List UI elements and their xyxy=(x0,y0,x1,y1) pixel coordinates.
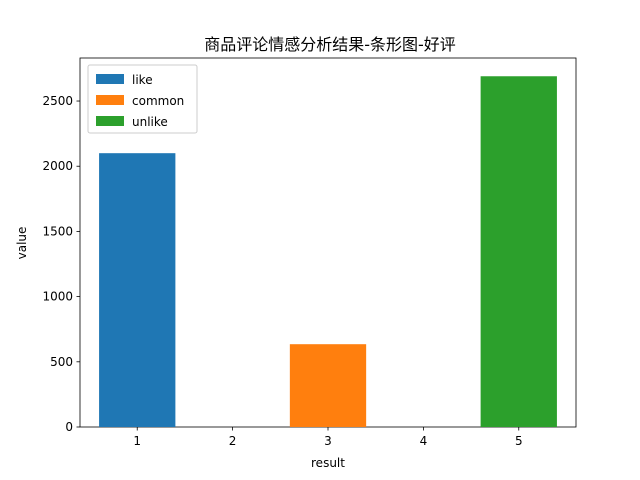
y-tick-label: 500 xyxy=(50,355,73,369)
x-tick-label: 1 xyxy=(133,434,141,448)
x-tick-label: 2 xyxy=(229,434,237,448)
y-tick-label: 1000 xyxy=(42,290,73,304)
legend-label-like: like xyxy=(132,73,153,87)
x-tick-label: 5 xyxy=(515,434,523,448)
x-tick-label: 4 xyxy=(420,434,428,448)
bars-group xyxy=(99,76,557,427)
y-tick-label: 1500 xyxy=(42,224,73,238)
bar-common xyxy=(289,344,367,427)
bar-unlike xyxy=(480,76,557,427)
y-axis: 0 500 1000 1500 2000 2500 xyxy=(42,94,80,434)
bar-like xyxy=(99,153,176,427)
x-tick-label: 3 xyxy=(324,434,332,448)
legend-swatch-like xyxy=(96,74,124,84)
legend: like common unlike xyxy=(87,64,198,134)
x-axis: 1 2 3 4 5 xyxy=(133,427,523,448)
y-axis-label: value xyxy=(15,227,29,260)
legend-swatch-unlike xyxy=(96,116,124,126)
chart-title: 商品评论情感分析结果-条形图-好评 xyxy=(204,35,456,54)
legend-swatch-common xyxy=(96,95,124,105)
y-tick-label: 2500 xyxy=(42,94,73,108)
x-axis-label: result xyxy=(311,456,345,470)
y-tick-label: 2000 xyxy=(42,159,73,173)
legend-label-unlike: unlike xyxy=(132,115,168,129)
legend-label-common: common xyxy=(132,94,184,108)
y-tick-label: 0 xyxy=(65,420,73,434)
